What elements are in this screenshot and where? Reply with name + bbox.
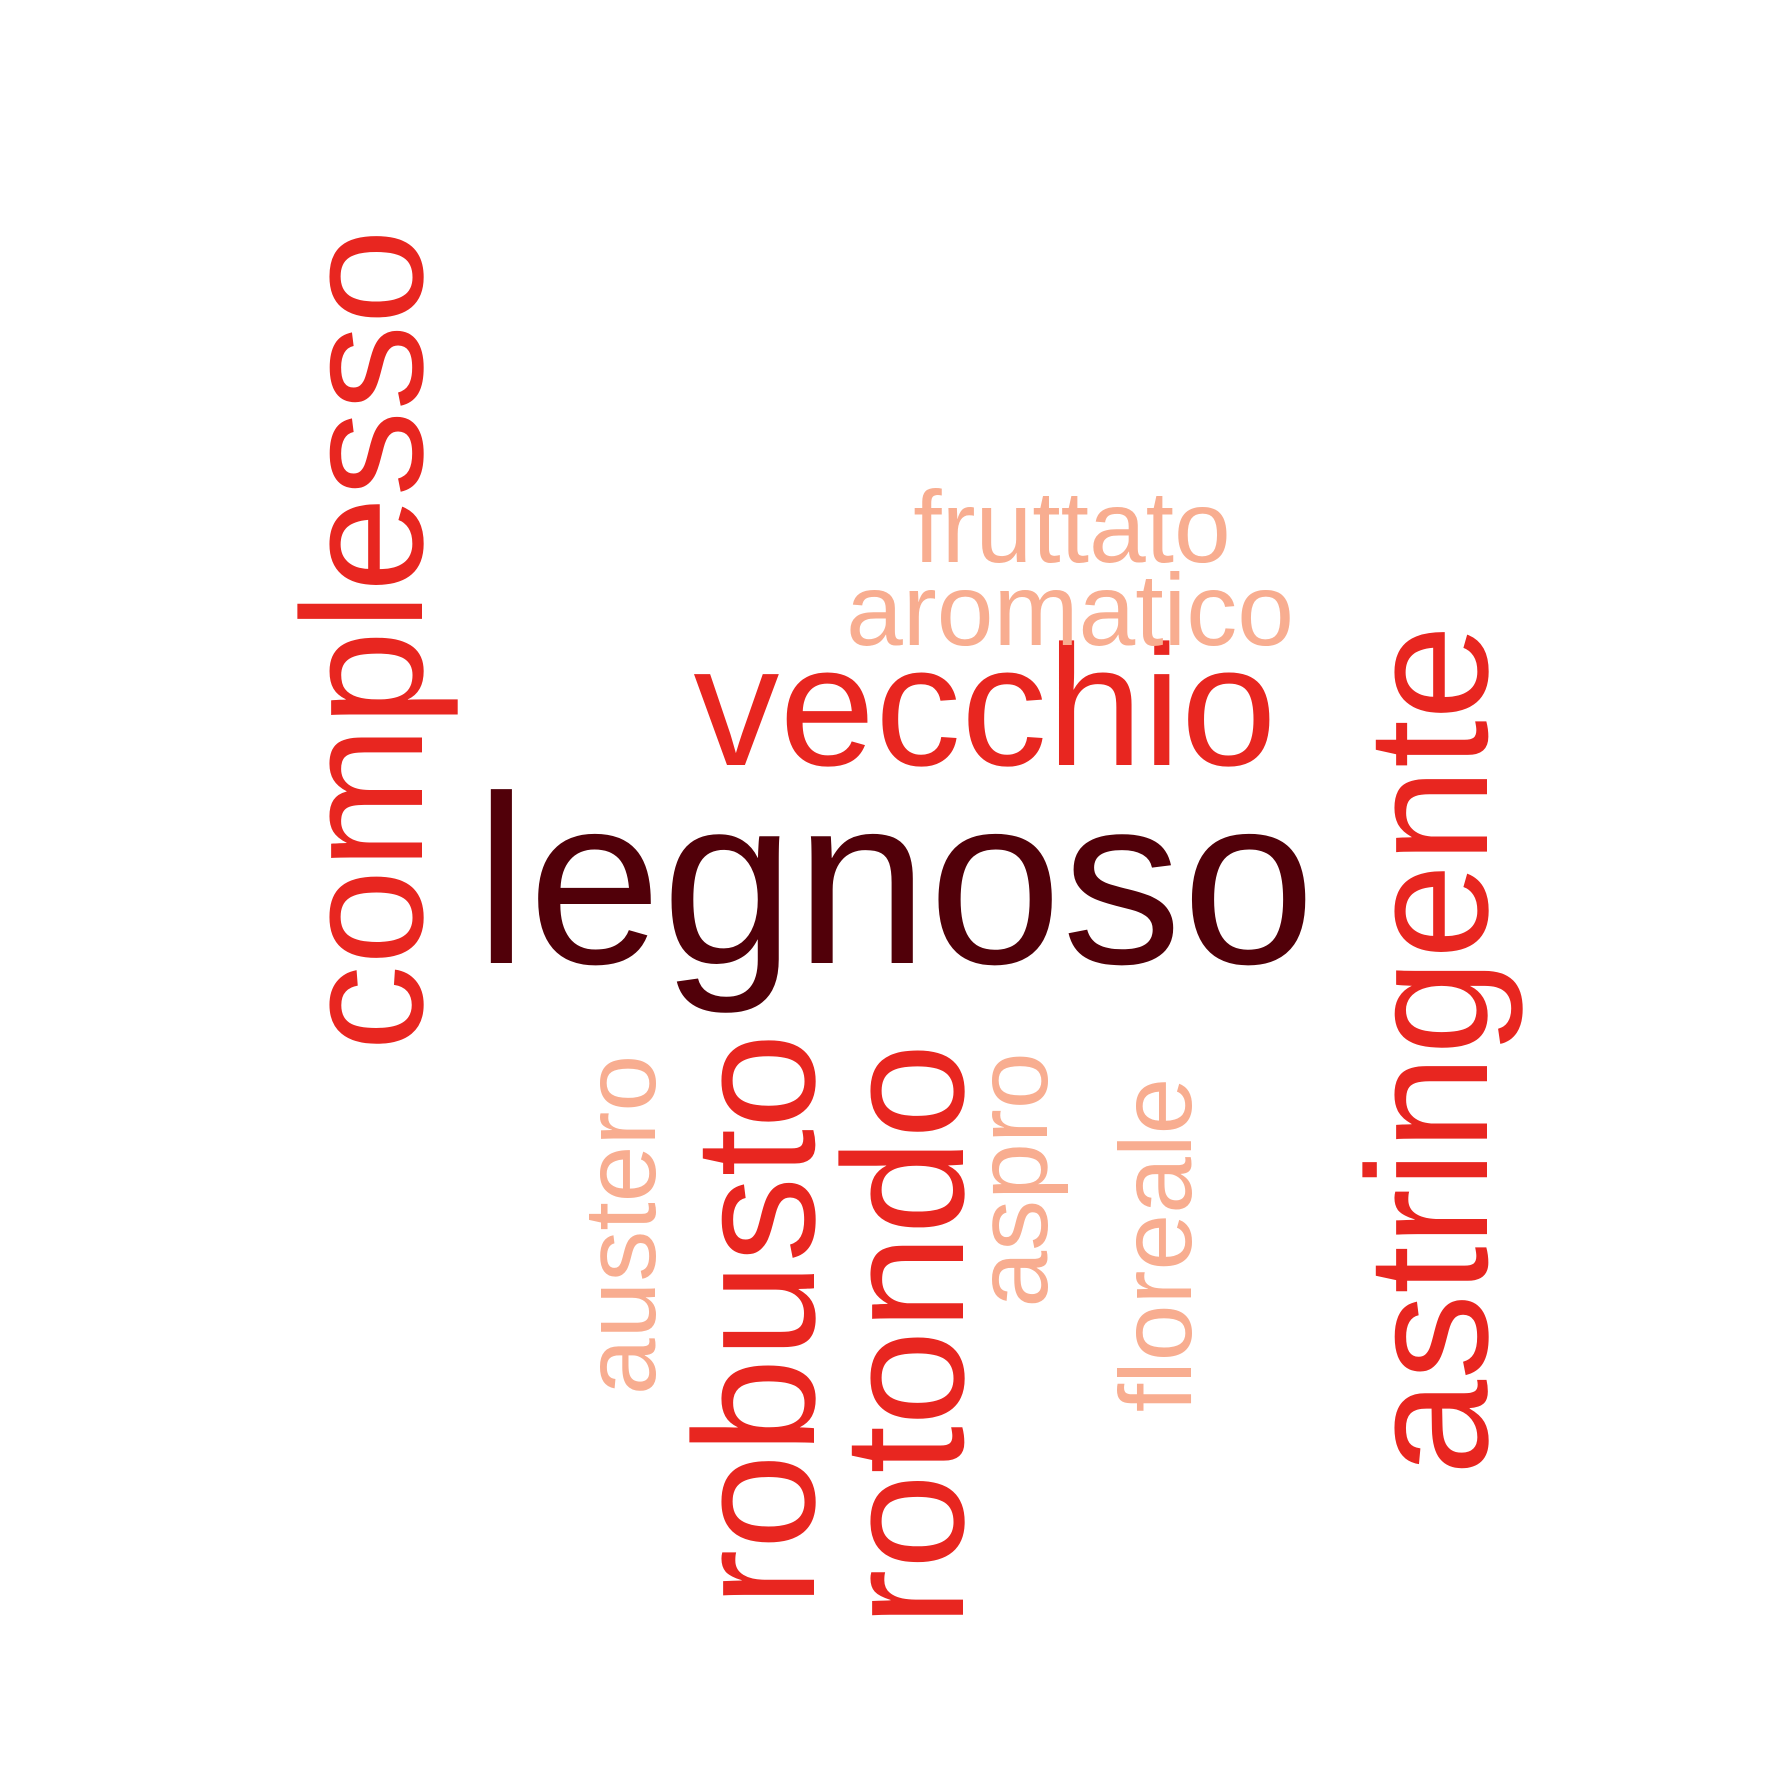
- word-fruttato: fruttato: [913, 470, 1231, 584]
- word-complesso: complesso: [267, 228, 459, 1052]
- word-astringente: astringente: [1332, 624, 1524, 1476]
- word-floreale: floreale: [1099, 1077, 1213, 1413]
- word-vecchio: vecchio: [693, 610, 1277, 802]
- word-austero: austero: [563, 1054, 677, 1396]
- word-aspro: aspro: [955, 1052, 1069, 1308]
- word-aromatico: aromatico: [846, 553, 1294, 667]
- word-legnoso: legnoso: [474, 746, 1316, 1014]
